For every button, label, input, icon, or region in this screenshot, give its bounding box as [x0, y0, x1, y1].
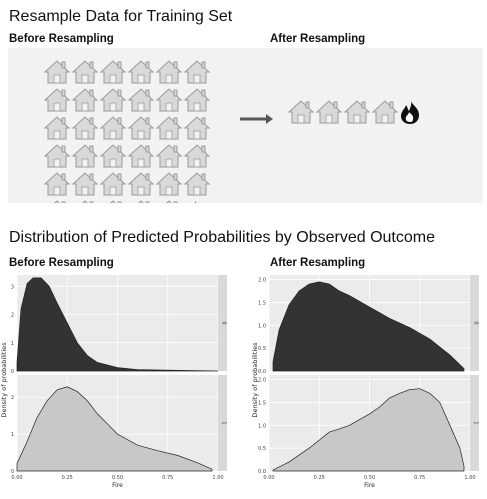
- house-icon: [128, 172, 154, 196]
- house-icon: [44, 60, 70, 84]
- house-icon: [156, 200, 182, 224]
- house-icon: [44, 200, 70, 224]
- bottom-before-label: Before Resampling: [9, 257, 114, 269]
- house-icon: [156, 116, 182, 140]
- house-icon: [128, 60, 154, 84]
- y-axis-label: Density of probabilities: [0, 342, 8, 418]
- y-axis-label: Density of probabilities: [251, 342, 259, 418]
- house-icon: [72, 116, 98, 140]
- house-icon: [100, 200, 126, 224]
- house-icon: [288, 100, 314, 124]
- house-icon: [72, 200, 98, 224]
- density-area-1: [272, 388, 465, 472]
- house-icon: [128, 144, 154, 168]
- house-icon: [44, 88, 70, 112]
- x-tick-label: 0.25: [62, 475, 73, 481]
- house-icon: [100, 60, 126, 84]
- y-tick-label: 2: [11, 313, 14, 319]
- x-tick-label: 0.75: [414, 475, 425, 481]
- y-tick-label: 0: [11, 369, 14, 375]
- house-icon: [156, 172, 182, 196]
- house-icon: [100, 116, 126, 140]
- after-house-row: [288, 100, 419, 124]
- house-icon: [44, 116, 70, 140]
- house-icon: [344, 100, 370, 124]
- house-icon: [72, 88, 98, 112]
- x-tick-label: 0.50: [112, 475, 123, 481]
- house-icon: [128, 200, 154, 224]
- y-tick-label: 0.0: [258, 369, 266, 375]
- y-tick-label: 2.0: [258, 378, 266, 384]
- y-tick-label: 2: [11, 395, 14, 401]
- bottom-after-label: After Resampling: [270, 257, 366, 269]
- house-icon: [156, 60, 182, 84]
- house-icon: [100, 88, 126, 112]
- resample-illustration: [44, 60, 419, 224]
- x-axis-label: Fire: [112, 482, 123, 489]
- arrow-icon: [240, 114, 273, 124]
- y-tick-label: 1.5: [258, 300, 266, 306]
- facet-strip-1: [470, 375, 479, 471]
- x-tick-label: 0.75: [162, 475, 173, 481]
- x-tick-label: 1.00: [212, 475, 223, 481]
- facet-strip-label: 1: [473, 421, 479, 424]
- house-icon: [184, 144, 210, 168]
- y-tick-label: 1: [11, 432, 14, 438]
- house-icon: [184, 116, 210, 140]
- before-house-grid: [44, 60, 210, 224]
- x-tick-label: 0.50: [364, 475, 375, 481]
- y-tick-label: 0.0: [258, 469, 266, 475]
- density-area-0: [16, 277, 219, 372]
- y-tick-label: 1.0: [258, 323, 266, 329]
- x-tick-label: 1.00: [464, 475, 475, 481]
- top-after-label: After Resampling: [270, 33, 366, 45]
- y-tick-label: 0.5: [258, 446, 266, 452]
- house-icon: [128, 116, 154, 140]
- density-area-0: [272, 281, 465, 372]
- facet-strip-0: [218, 275, 227, 371]
- density-chart-after: Density of probabilities 0.00.51.01.52.00…: [251, 275, 479, 489]
- house-icon: [156, 88, 182, 112]
- y-tick-label: 1: [11, 341, 14, 347]
- resample-illustration-panel: [8, 48, 483, 224]
- facet-strip-label: 0: [221, 321, 227, 324]
- bottom-title: Distribution of Predicted Probabilities …: [9, 229, 435, 246]
- house-icon: [372, 100, 398, 124]
- house-icon: [44, 144, 70, 168]
- fire-icon: [185, 201, 203, 224]
- facet-strip-1: [218, 375, 227, 471]
- house-icon: [44, 172, 70, 196]
- fire-icon: [401, 101, 419, 124]
- house-icon: [156, 144, 182, 168]
- house-icon: [128, 88, 154, 112]
- top-before-label: Before Resampling: [9, 33, 114, 45]
- house-icon: [72, 172, 98, 196]
- facet-strip-label: 0: [473, 321, 479, 324]
- top-title: Resample Data for Training Set: [9, 8, 233, 25]
- x-tick-label: 0.25: [314, 475, 325, 481]
- facet-strip-0: [470, 275, 479, 371]
- house-icon: [100, 172, 126, 196]
- y-tick-label: 0: [11, 469, 14, 475]
- house-icon: [72, 144, 98, 168]
- house-icon: [316, 100, 342, 124]
- facet-strip-label: 1: [221, 421, 227, 424]
- density-area-1: [16, 386, 213, 472]
- house-icon: [100, 144, 126, 168]
- house-icon: [184, 60, 210, 84]
- x-tick-label: 0.00: [11, 475, 22, 481]
- y-tick-label: 0.5: [258, 346, 266, 352]
- y-tick-label: 1.0: [258, 423, 266, 429]
- house-icon: [184, 88, 210, 112]
- house-icon: [72, 60, 98, 84]
- x-tick-label: 0.00: [263, 475, 274, 481]
- y-tick-label: 1.5: [258, 400, 266, 406]
- y-tick-label: 2.0: [258, 278, 266, 284]
- x-axis-label: Fire: [364, 482, 375, 489]
- y-tick-label: 3: [11, 284, 14, 290]
- house-icon: [184, 172, 210, 196]
